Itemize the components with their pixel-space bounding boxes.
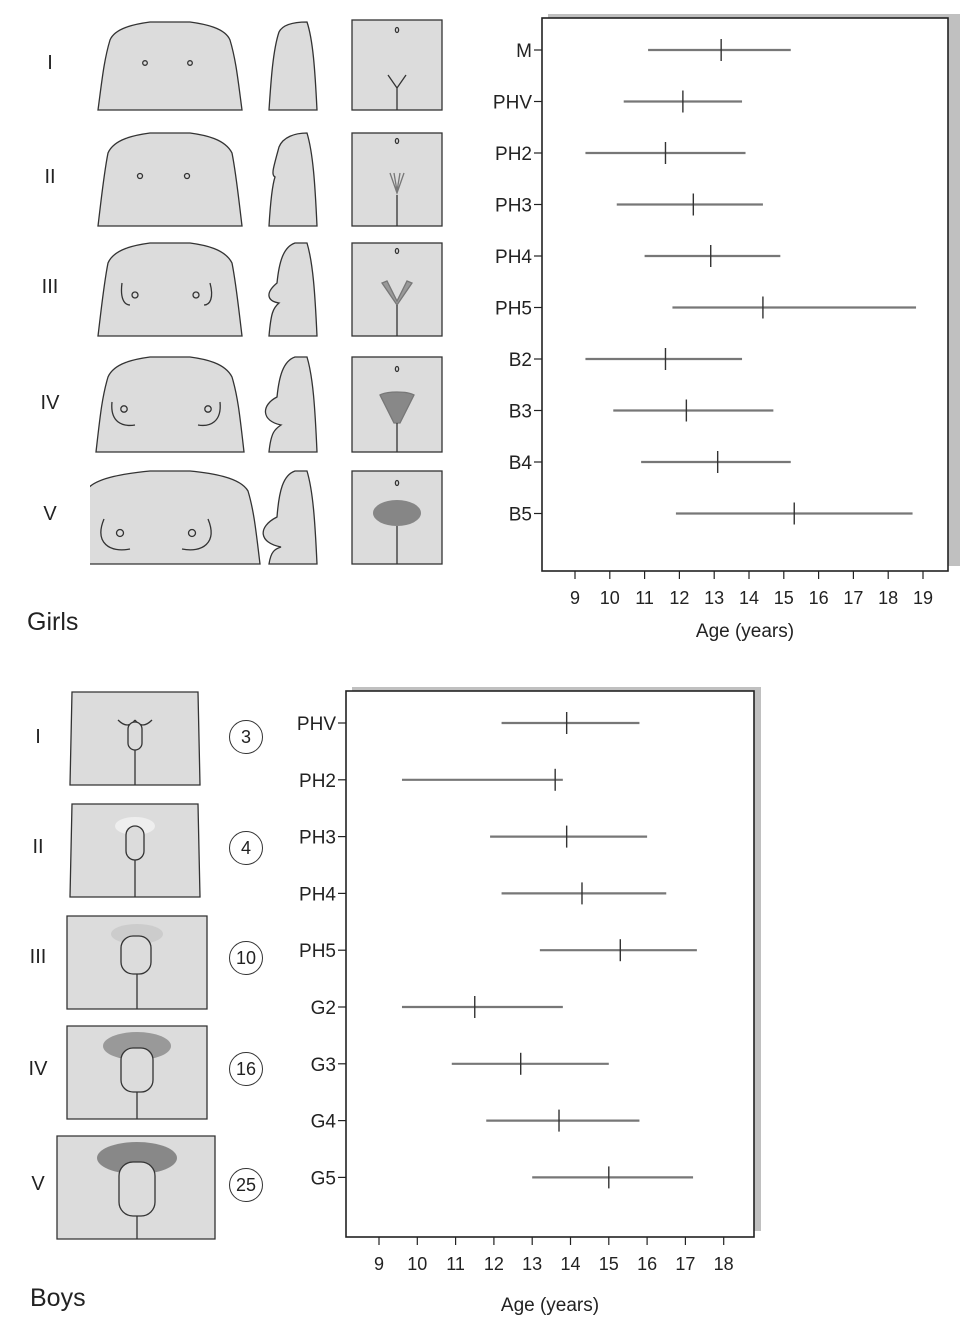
girls-stage-label: IV [40,392,60,414]
girls-category-label: PH5 [495,299,532,320]
boys-x-tick-label: 15 [599,1254,619,1274]
girls-x-tick-label: 13 [704,588,724,608]
testicular-volume-badge: 3 [229,720,263,754]
girls-category-label: PH3 [495,196,532,217]
boys-stage-label: II [32,836,44,858]
girls-x-tick-label: 10 [600,588,620,608]
girls-x-tick-label: 15 [774,588,794,608]
breast-side-stage-1 [268,21,318,111]
breast-side-stage-3 [268,242,318,337]
girls-stage-label: III [41,276,59,298]
breast-side-stage-2 [268,132,318,227]
boys-stage-label: I [35,726,41,748]
girls-x-tick-label: 17 [843,588,863,608]
genital-stage-2 [69,803,201,898]
breast-side-stage-4 [264,356,318,453]
girls-x-tick-label: 11 [635,588,654,608]
boys-tanner-drawings [56,691,216,1240]
boys-category-label: PH5 [299,941,336,962]
girls-category-label: M [516,41,532,62]
genital-stage-5 [56,1135,216,1240]
boys-category-label: G2 [311,998,336,1019]
boys-chart-frame [345,690,755,1238]
girls-x-tick-label: 18 [878,588,898,608]
girls-category-label: B5 [509,505,532,526]
boys-x-tick-label: 17 [675,1254,695,1274]
pubic-stage-1 [351,19,443,111]
boys-x-axis-label: Age (years) [501,1295,599,1316]
breast-front-stage-1 [97,21,243,111]
breast-side-stage-5 [262,470,318,565]
boys-category-label: G4 [311,1112,337,1133]
girls-x-tick-label: 9 [570,588,580,608]
girls-x-axis-label: Age (years) [696,621,794,642]
testicular-volume-badge: 16 [229,1052,263,1086]
breast-front-stage-5 [90,470,261,565]
boys-chart: PHV PH2 PH3 PH4 PH5 G2 G3 G4 G5 9 10 11 12 13 14 15 16 1… [297,687,761,1316]
girls-category-label: PHV [493,93,532,114]
boys-x-tick-label: 13 [522,1254,542,1274]
girls-stage-label: II [44,166,56,188]
genital-stage-3 [66,915,208,1010]
boys-stage-label: IV [28,1058,48,1080]
girls-stage-label: I [47,52,53,74]
pubic-stage-4 [351,356,443,453]
girls-x-tick-label: 19 [913,588,933,608]
girls-chart-frame [541,17,949,572]
breast-front-stage-4 [95,356,245,453]
girls-category-label: B3 [509,402,532,423]
testicular-volume-badge: 4 [229,831,263,865]
girls-category-label: PH2 [495,144,532,165]
testicular-volume-badge: 25 [229,1168,263,1202]
testicular-volume-badge: 10 [229,941,263,975]
genital-stage-4 [66,1025,208,1120]
girls-label: Girls [27,608,79,636]
genital-stage-1 [69,691,201,786]
boys-category-label: PH3 [299,828,336,849]
boys-x-tick-label: 14 [560,1254,580,1274]
boys-category-label: G5 [311,1168,336,1189]
girls-category-label: B2 [509,350,532,371]
pubic-stage-3 [351,242,443,337]
boys-category-label: PH4 [299,884,336,905]
boys-category-label: PHV [297,714,336,735]
breast-front-stage-3 [97,242,243,337]
girls-category-label: PH4 [495,247,532,268]
pubic-stage-5 [351,470,443,565]
girls-chart: M PHV PH2 PH3 PH4 PH5 B2 B3 B4 B5 9 10 11 12 13 14 15 16… [493,14,960,642]
boys-x-tick-label: 11 [446,1254,465,1274]
boys-stage-label: V [31,1173,45,1195]
boys-category-label: G3 [311,1055,336,1076]
girls-x-tick-label: 14 [739,588,759,608]
girls-category-label: B4 [509,453,533,474]
boys-x-tick-label: 18 [714,1254,734,1274]
girls-x-tick-label: 16 [809,588,829,608]
boys-x-tick-label: 10 [407,1254,427,1274]
girls-x-tick-label: 12 [669,588,689,608]
boys-x-tick-label: 12 [484,1254,504,1274]
girls-tanner-drawings [90,19,443,565]
boys-label: Boys [30,1284,86,1312]
girls-stage-label: V [43,503,57,525]
breast-front-stage-2 [97,132,243,227]
boys-stage-label: III [29,946,47,968]
boys-x-tick-label: 9 [374,1254,384,1274]
boys-category-label: PH2 [299,771,336,792]
boys-x-tick-label: 16 [637,1254,657,1274]
pubic-stage-2 [351,132,443,227]
